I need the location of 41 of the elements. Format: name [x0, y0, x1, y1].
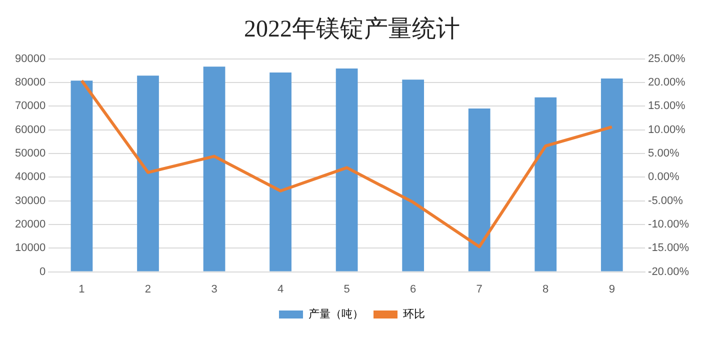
y-tick-label: 80000 [14, 76, 46, 88]
legend-label: 产量（吨） [308, 308, 364, 321]
x-tick-label: 2 [144, 283, 152, 296]
y2-tick-label: 5.00% [648, 148, 680, 160]
y-tick-label: 90000 [14, 52, 46, 65]
legend-label: 环比 [403, 308, 425, 321]
y-tick-label: 70000 [14, 100, 46, 112]
y2-tick-label: 15.00% [648, 100, 686, 112]
y2-tick-label: 25.00% [648, 52, 686, 65]
bar [336, 68, 358, 272]
y-tick-label: 50000 [14, 148, 46, 160]
bar [468, 108, 490, 272]
bar [270, 72, 292, 272]
x-tick-label: 7 [476, 283, 482, 296]
y2-tick-label: 20.00% [648, 76, 686, 88]
x-tick-label: 3 [211, 283, 218, 296]
x-tick-label: 9 [608, 283, 615, 296]
y-tick-label: 60000 [14, 124, 46, 136]
y-tick-label: 40000 [14, 171, 46, 184]
y2-tick-label: -20.00% [648, 266, 690, 278]
bar [600, 78, 623, 272]
x-tick-label: 4 [277, 283, 284, 296]
y2-tick-label: -5.00% [648, 194, 684, 207]
y2-tick-label: 10.00% [648, 124, 686, 136]
y2-tick-label: 0.00% [648, 171, 680, 184]
bar [203, 66, 226, 272]
y-tick-label: 10000 [14, 242, 46, 254]
bar [137, 76, 159, 272]
x-tick-label: 6 [410, 283, 416, 296]
bar [534, 97, 557, 272]
bar [70, 80, 93, 272]
y-tick-label: 0 [39, 266, 46, 278]
chart-title: 2022年镁锭产量统计 [244, 16, 460, 43]
y-tick-label: 20000 [14, 218, 46, 230]
y-tick-label: 30000 [14, 194, 46, 207]
x-tick-label: 8 [542, 283, 549, 296]
y2-tick-label: -10.00% [648, 218, 690, 230]
bar [402, 80, 424, 272]
y2-tick-label: -15.00% [648, 242, 690, 254]
x-tick-label: 5 [344, 283, 350, 296]
x-tick-label: 1 [78, 283, 85, 296]
